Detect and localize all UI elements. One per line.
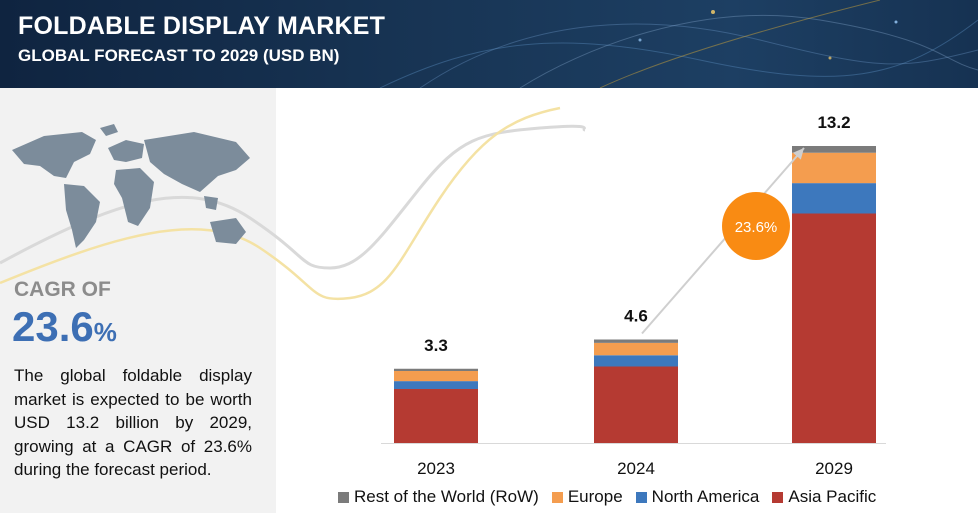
total-label-2024: 4.6 [624,307,648,326]
header-banner: FOLDABLE DISPLAY MARKET GLOBAL FORECAST … [0,0,978,88]
total-label-2023: 3.3 [424,336,448,355]
legend-label: Asia Pacific [788,487,877,506]
growth-arrow-head [792,148,804,160]
bar-segment-2024-rest-of-the-world-row- [594,339,678,343]
world-map-icon [12,124,250,248]
cagr-unit: % [93,317,117,347]
legend-swatch [635,491,647,503]
bar-segment-2029-asia-pacific [792,213,876,443]
bar-segment-2029-europe [792,152,876,184]
legend-item-rest-of-the-world-row-: Rest of the World (RoW) [338,487,539,507]
bar-segment-2023-rest-of-the-world-row- [394,368,478,371]
bar-segment-2023-europe [394,371,478,382]
header-background-art [379,0,978,88]
bar-segment-2024-asia-pacific [594,366,678,443]
legend-swatch [551,491,563,503]
legend-item-north-america: North America [635,487,760,507]
bar-segment-2024-north-america [594,355,678,367]
cagr-badge-label: 23.6% [735,219,778,236]
legend-item-europe: Europe [551,487,623,507]
cagr-badge [722,192,790,260]
market-description: The global foldable display market is ex… [14,366,252,479]
stacked-bar-chart: 3.3 2023 4.6 2024 13.2 2029 23.6% [381,113,886,478]
x-tick-label-2029: 2029 [815,459,853,478]
cagr-label: CAGR OF [14,278,111,301]
bar-segment-2024-europe [594,342,678,356]
x-tick-label-2024: 2024 [617,459,655,478]
legend-label: Rest of the World (RoW) [354,487,539,506]
total-label-2029: 13.2 [817,113,850,132]
legend-label: North America [651,487,760,506]
legend-swatch [338,491,349,503]
legend-item-asia-pacific: Asia Pacific [772,487,876,507]
legend-label: Europe [567,487,623,506]
page-title: FOLDABLE DISPLAY MARKET [18,12,386,40]
legend-swatch [772,491,784,503]
page-subtitle: GLOBAL FORECAST TO 2029 (USD BN) [18,46,340,65]
cagr-value: 23.6% [12,302,117,357]
bar-segment-2023-north-america [394,381,478,389]
chart-legend: Rest of the World (RoW) Europe North Ameri… [338,486,889,508]
bar-segment-2029-rest-of-the-world-row- [792,146,876,153]
growth-arrow-line [641,147,805,335]
bar-segment-2023-asia-pacific [394,389,478,443]
cagr-number: 23.6 [12,303,94,350]
x-tick-label-2023: 2023 [417,459,455,478]
bar-segment-2029-north-america [792,183,876,214]
decorative-curves [0,106,586,301]
